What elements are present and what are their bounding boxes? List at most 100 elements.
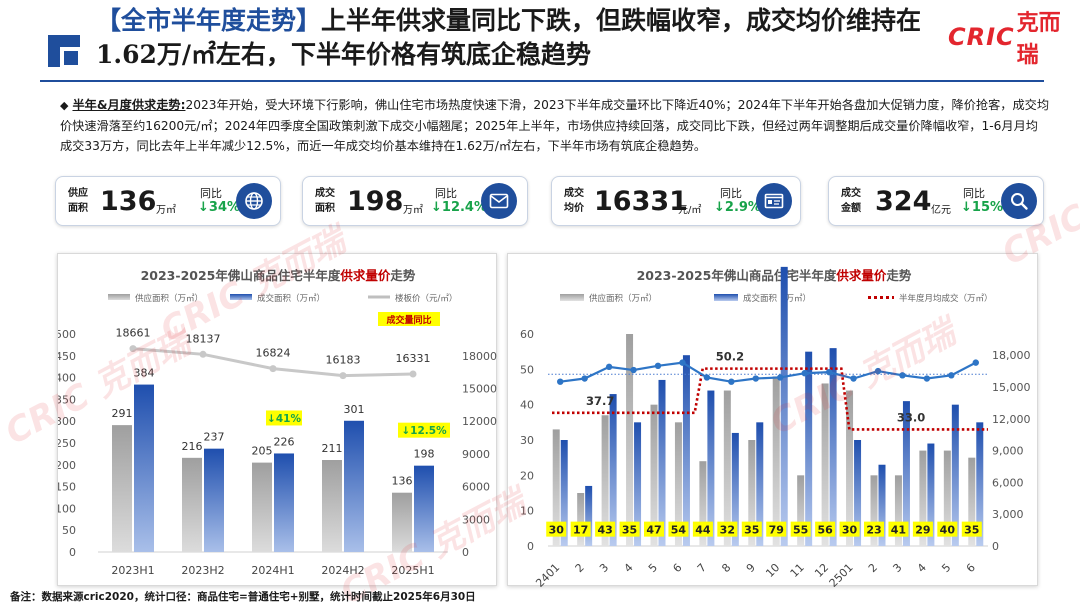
avg-price-line — [560, 361, 977, 383]
avg-price-point — [923, 375, 931, 382]
bar-deal — [707, 390, 715, 546]
bar-deal — [204, 448, 224, 552]
bar-supply — [723, 390, 731, 546]
price-value: 16183 — [326, 354, 361, 367]
y2-tick-label: 18000 — [462, 350, 497, 363]
y-tick-label: 0 — [69, 546, 76, 559]
avg-price-point — [825, 368, 833, 376]
y2-tick-label: 0 — [992, 540, 999, 553]
cric-logo: CRIC 克而瑞 — [948, 11, 1080, 68]
legend-label: 供应面积（万㎡） — [135, 293, 203, 304]
data-label-box — [937, 521, 958, 537]
bar-deal — [902, 401, 910, 546]
data-label: 32 — [720, 524, 735, 537]
data-label-box — [864, 521, 884, 537]
y-tick-label: 500 — [58, 328, 76, 341]
data-label: 29 — [915, 524, 930, 537]
data-label-box — [741, 521, 762, 537]
avg-price-point — [850, 375, 857, 382]
globe-icon — [236, 183, 272, 219]
x-tick-label: 2023H1 — [111, 564, 154, 577]
bar-supply-value: 291 — [112, 407, 133, 420]
monthly-average-step-line — [552, 367, 988, 431]
x-tick-label: 10 — [763, 561, 782, 580]
kpi-value: 136 — [100, 186, 157, 217]
y2-tick-label: 9,000 — [992, 445, 1024, 458]
avg-price-point — [557, 378, 564, 385]
y2-tick-label: 9000 — [462, 448, 490, 461]
kpi-card-avg-price: 成交均价 16331 元/㎡ 同比 ↓2.9% — [551, 176, 801, 226]
search-icon — [1001, 183, 1037, 219]
bar-deal — [927, 443, 935, 546]
y-tick-label: 30 — [520, 434, 534, 447]
summary-paragraph: ◆ 半年&月度供求走势:2023年开始，受大环境下行影响，佛山住宅市场热度快速下滑… — [60, 95, 1050, 156]
kpi-unit: 亿元 — [931, 205, 951, 216]
y2-tick-label: 6,000 — [992, 476, 1024, 489]
y2-tick-label: 15000 — [462, 383, 497, 396]
chart-panel-half-year: 2023-2025年佛山商品住宅半年度供求量价走势供应面积（万㎡） 成交面积（万㎡… — [57, 253, 497, 586]
bar-supply — [968, 457, 976, 546]
logo-chinese: 克而瑞 — [1016, 11, 1061, 68]
legend-label: 成交面积（万㎡） — [257, 293, 325, 304]
kpi-unit: 万㎡ — [156, 205, 176, 216]
kpi-value: 16331 — [594, 186, 688, 217]
kpi-yoy-value: ↓2.9% — [714, 200, 761, 215]
price-point — [129, 345, 137, 353]
x-tick-label: 3 — [597, 561, 611, 575]
bar-supply — [821, 383, 829, 546]
data-label-box — [961, 521, 982, 537]
data-label-box — [668, 521, 689, 537]
bar-deal — [634, 422, 642, 546]
yoy-badge-text: ↓12.5% — [401, 425, 447, 437]
bar-deal — [414, 465, 434, 552]
bar-deal — [274, 453, 294, 552]
chart-title-suffix: 走势 — [390, 268, 416, 283]
bar-supply — [674, 422, 682, 546]
y2-tick-label: 6000 — [462, 481, 490, 494]
avg-price-point — [630, 366, 637, 374]
x-tick-label: 4 — [915, 561, 929, 575]
kpi-card-deal-amount: 成交金额 324 亿元 同比 ↓15% — [828, 176, 1044, 226]
envelope-icon — [481, 183, 517, 219]
bar-supply — [772, 376, 780, 546]
data-label: 56 — [817, 524, 833, 537]
data-label-box — [766, 521, 787, 537]
bar-deal — [951, 404, 959, 546]
data-label: 79 — [769, 524, 784, 537]
bar-supply — [919, 450, 927, 546]
bar-supply — [748, 440, 756, 546]
data-label: 35 — [744, 524, 759, 537]
chart-title-prefix: 2023-2025年佛山商品住宅半年度 — [637, 268, 837, 283]
x-tick-label: 2 — [573, 561, 587, 575]
price-value: 16824 — [256, 347, 291, 360]
legend-label: 供应面积（万㎡） — [589, 293, 657, 304]
bar-deal-value: 384 — [134, 367, 155, 380]
y-tick-label: 200 — [58, 459, 76, 472]
data-label: 35 — [964, 524, 979, 537]
avg-price-point — [777, 374, 784, 381]
kpi-value: 198 — [347, 186, 404, 217]
bar-supply — [894, 475, 902, 546]
bar-supply-value: 211 — [322, 442, 343, 455]
data-label-box — [644, 521, 664, 537]
avg-price-point — [752, 375, 759, 382]
price-point — [409, 370, 417, 378]
x-tick-label: 2 — [866, 561, 880, 575]
bar-deal — [805, 351, 813, 546]
x-tick-label: 2024H1 — [251, 564, 294, 577]
kpi-label: 成交金额 — [841, 188, 861, 214]
footer-note: 备注：数据来源cric2020，统计口径：商品住宅=普通住宅+别墅，统计时间截止… — [10, 591, 476, 603]
price-point — [199, 350, 207, 358]
chart-title: 2023-2025年佛山商品住宅半年度供求量价走势 — [141, 268, 416, 283]
kpi-value: 324 — [875, 186, 932, 217]
bar-supply — [182, 457, 202, 552]
x-tick-label: 4 — [622, 561, 636, 575]
x-tick-label: 3 — [890, 561, 904, 575]
chart-title: 2023-2025年佛山商品住宅半年度供求量价走势 — [637, 268, 912, 283]
kpi-unit: 元/㎡ — [678, 205, 702, 216]
avg-price-point — [679, 359, 686, 366]
bar-deal-value: 226 — [274, 435, 295, 448]
id-card-icon — [756, 183, 792, 219]
data-label-box — [815, 521, 836, 537]
data-label: 47 — [646, 524, 661, 537]
